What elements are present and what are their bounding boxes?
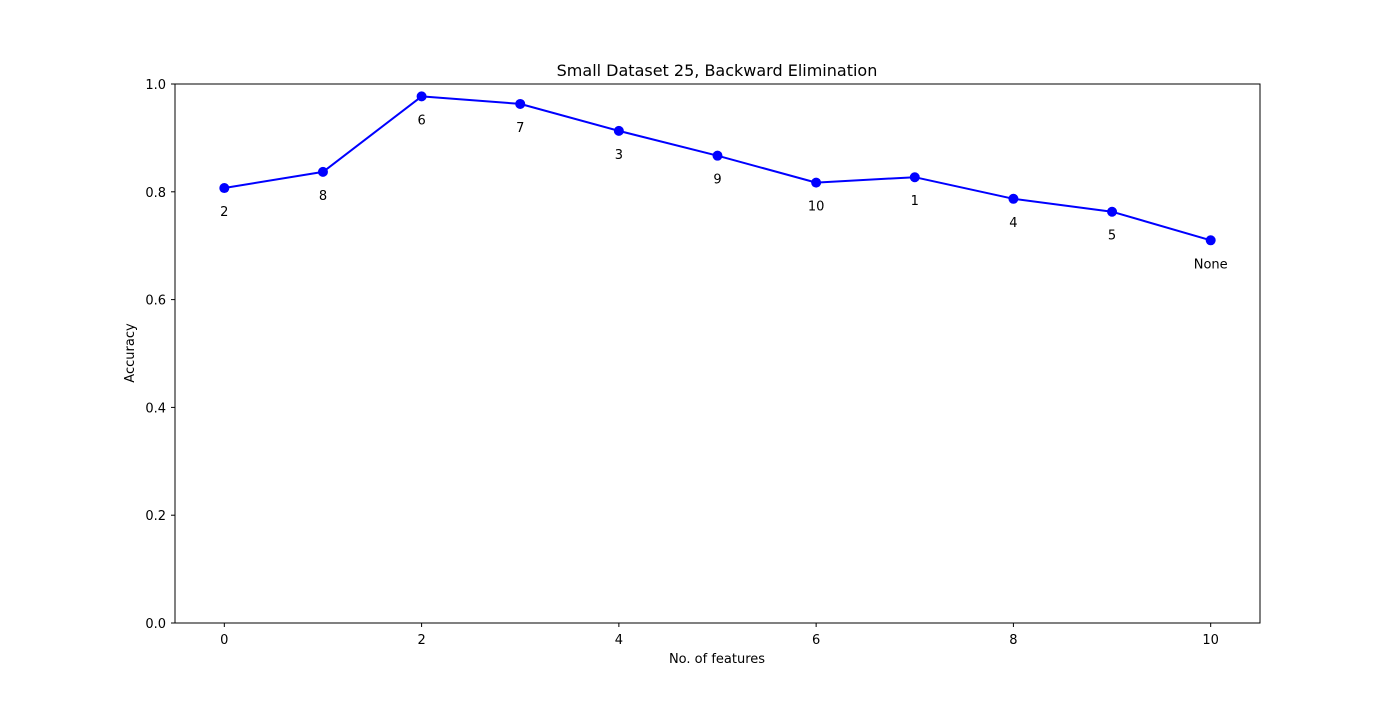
x-tick-label: 8	[1009, 633, 1017, 648]
data-point	[811, 177, 822, 188]
y-axis-ticks: 0.0 0.2 0.4 0.6 0.8 1.0	[145, 78, 175, 632]
data-point-label: 3	[615, 148, 623, 163]
data-point	[1205, 235, 1216, 246]
y-tick-label: 0.4	[145, 401, 166, 416]
data-point	[317, 166, 328, 177]
data-layer	[219, 91, 1216, 246]
x-tick-label: 2	[417, 633, 425, 648]
data-point-label: None	[1194, 257, 1228, 272]
data-point-label: 5	[1108, 229, 1116, 244]
data-point	[613, 125, 624, 136]
plot-area	[175, 84, 1260, 623]
x-tick-label: 0	[220, 633, 228, 648]
data-point-label: 6	[417, 113, 425, 128]
y-tick-label: 0.6	[145, 294, 166, 309]
data-point-label: 8	[319, 189, 327, 204]
data-point-label: 7	[516, 121, 524, 136]
data-point-label: 4	[1009, 216, 1017, 231]
y-tick-label: 0.2	[145, 509, 166, 524]
chart-title: Small Dataset 25, Backward Elimination	[557, 61, 878, 80]
data-point-label: 10	[808, 200, 825, 215]
point-labels: 2 8 6 7 3 9 10 1 4 5 None	[220, 113, 1227, 272]
data-point	[219, 183, 230, 194]
data-point	[1008, 193, 1019, 204]
data-point-label: 1	[911, 194, 919, 209]
y-tick-label: 0.8	[145, 186, 166, 201]
x-axis-ticks: 0 2 4 6 8 10	[220, 623, 1219, 648]
data-point-label: 9	[713, 173, 721, 188]
data-point-label: 2	[220, 205, 228, 220]
y-tick-label: 0.0	[145, 617, 166, 632]
data-point	[712, 150, 723, 161]
data-point	[909, 172, 920, 183]
data-point	[416, 91, 427, 102]
axes-frame	[174, 83, 1261, 624]
x-tick-label: 6	[812, 633, 820, 648]
x-tick-label: 10	[1202, 633, 1219, 648]
y-axis-label: Accuracy	[123, 323, 138, 383]
x-tick-label: 4	[615, 633, 623, 648]
data-point	[1107, 206, 1118, 217]
x-axis-label: No. of features	[669, 652, 765, 667]
data-point	[515, 98, 526, 109]
y-tick-label: 1.0	[145, 78, 166, 93]
